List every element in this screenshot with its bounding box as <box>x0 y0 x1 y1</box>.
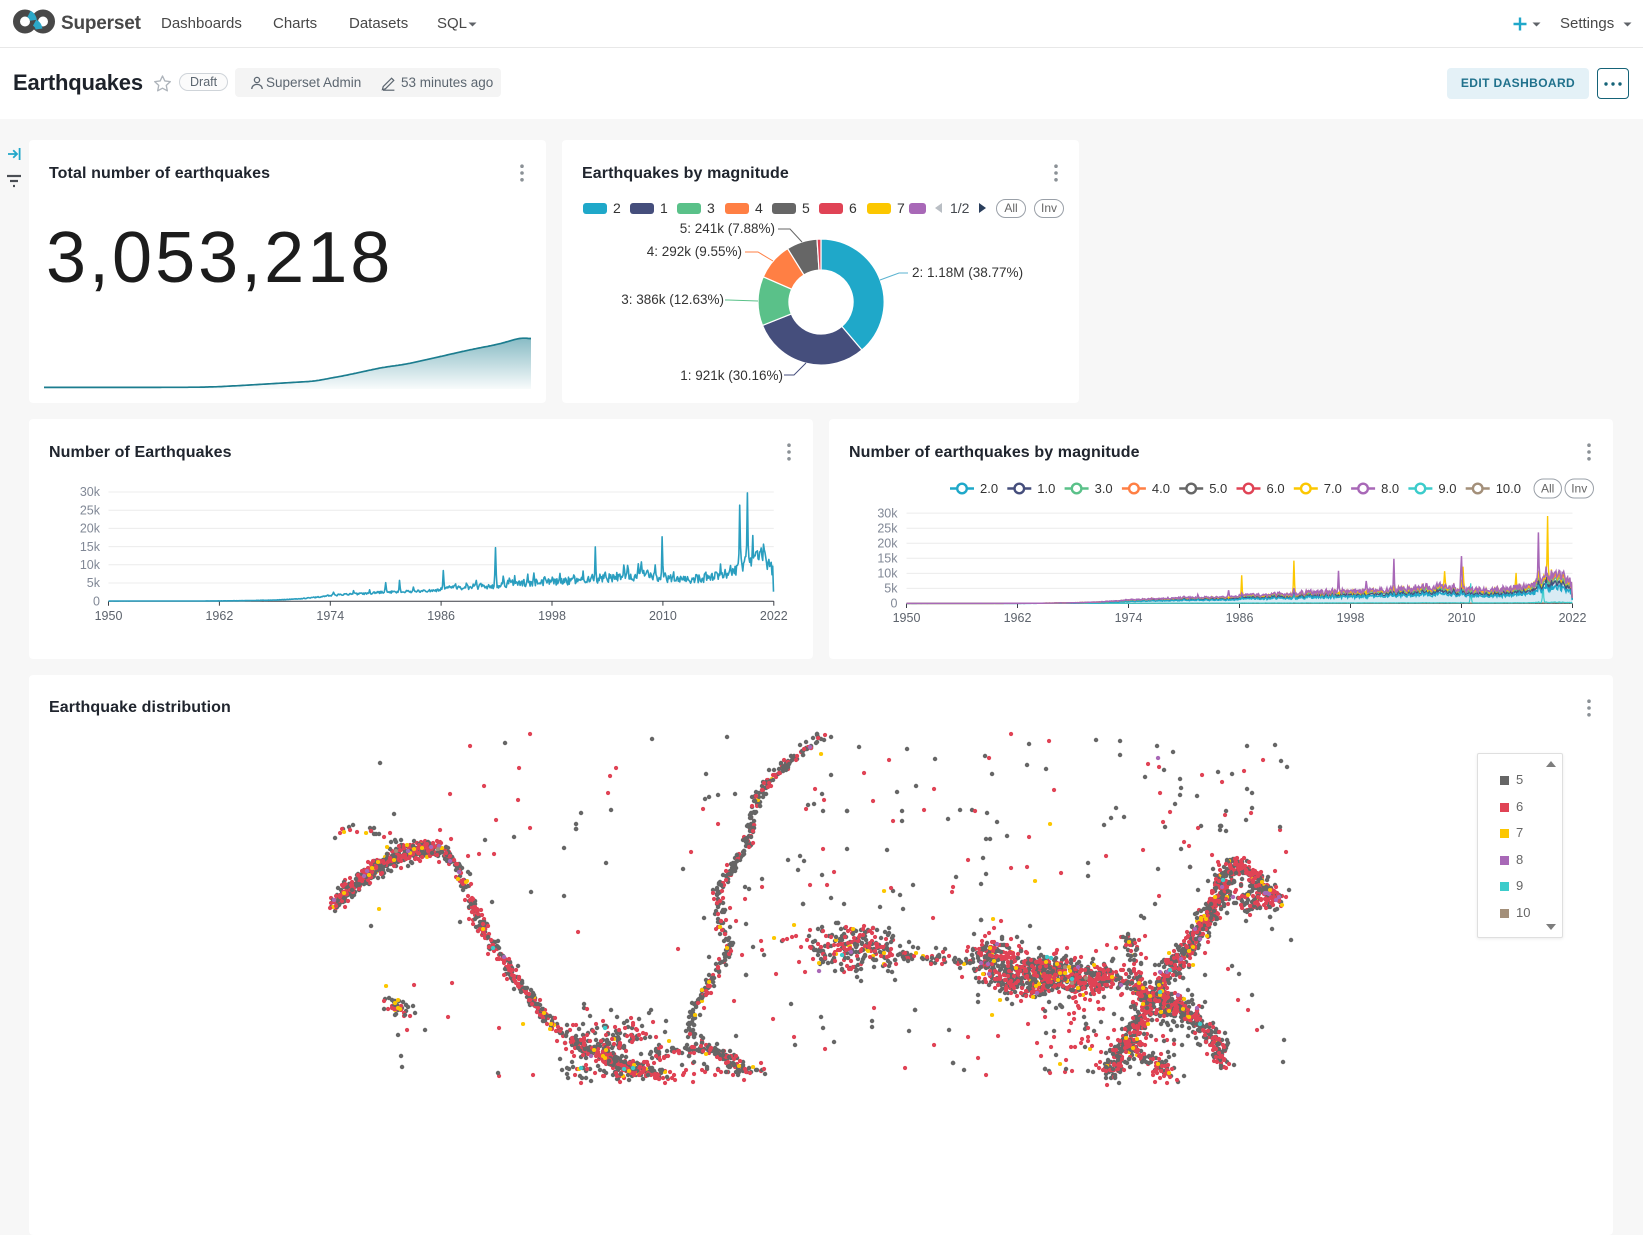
svg-text:1974: 1974 <box>316 609 344 623</box>
svg-text:10k: 10k <box>80 558 101 572</box>
svg-text:10k: 10k <box>877 567 898 581</box>
svg-text:30k: 30k <box>80 485 101 499</box>
svg-text:2: 1.18M (38.77%): 2: 1.18M (38.77%) <box>912 265 1023 280</box>
svg-text:20k: 20k <box>877 537 898 551</box>
svg-text:2.0: 2.0 <box>980 481 998 496</box>
svg-text:2022: 2022 <box>760 609 788 623</box>
svg-text:5.0: 5.0 <box>1209 481 1227 496</box>
svg-text:9.0: 9.0 <box>1438 481 1456 496</box>
svg-text:5k: 5k <box>884 582 898 596</box>
svg-text:2010: 2010 <box>649 609 677 623</box>
svg-text:2010: 2010 <box>1448 611 1476 625</box>
svg-text:3.0: 3.0 <box>1095 481 1113 496</box>
svg-text:20k: 20k <box>80 522 101 536</box>
svg-text:2022: 2022 <box>1559 611 1587 625</box>
svg-text:15k: 15k <box>80 540 101 554</box>
svg-text:8.0: 8.0 <box>1381 481 1399 496</box>
svg-text:1: 921k (30.16%): 1: 921k (30.16%) <box>680 368 783 383</box>
svg-text:25k: 25k <box>877 521 898 535</box>
svg-text:10.0: 10.0 <box>1496 481 1521 496</box>
svg-text:Inv: Inv <box>1571 482 1587 496</box>
svg-text:7.0: 7.0 <box>1324 481 1342 496</box>
svg-text:1950: 1950 <box>893 611 921 625</box>
svg-text:All: All <box>1541 482 1554 496</box>
svg-text:25k: 25k <box>80 503 101 517</box>
svg-text:1.0: 1.0 <box>1037 481 1055 496</box>
svg-text:6.0: 6.0 <box>1267 481 1285 496</box>
svg-text:4: 292k (9.55%): 4: 292k (9.55%) <box>647 244 742 259</box>
svg-text:3: 386k (12.63%): 3: 386k (12.63%) <box>621 292 724 307</box>
svg-text:1950: 1950 <box>95 609 123 623</box>
svg-text:1998: 1998 <box>1337 611 1365 625</box>
svg-text:1998: 1998 <box>538 609 566 623</box>
svg-text:1962: 1962 <box>205 609 233 623</box>
svg-text:4.0: 4.0 <box>1152 481 1170 496</box>
svg-text:1962: 1962 <box>1004 611 1032 625</box>
svg-text:0: 0 <box>891 597 898 611</box>
svg-text:1986: 1986 <box>427 609 455 623</box>
svg-text:5k: 5k <box>87 576 101 590</box>
svg-text:15k: 15k <box>877 552 898 566</box>
svg-text:30k: 30k <box>877 506 898 520</box>
svg-text:1986: 1986 <box>1226 611 1254 625</box>
svg-text:0: 0 <box>93 594 100 608</box>
svg-text:1974: 1974 <box>1115 611 1143 625</box>
svg-text:5: 241k (7.88%): 5: 241k (7.88%) <box>680 221 775 236</box>
